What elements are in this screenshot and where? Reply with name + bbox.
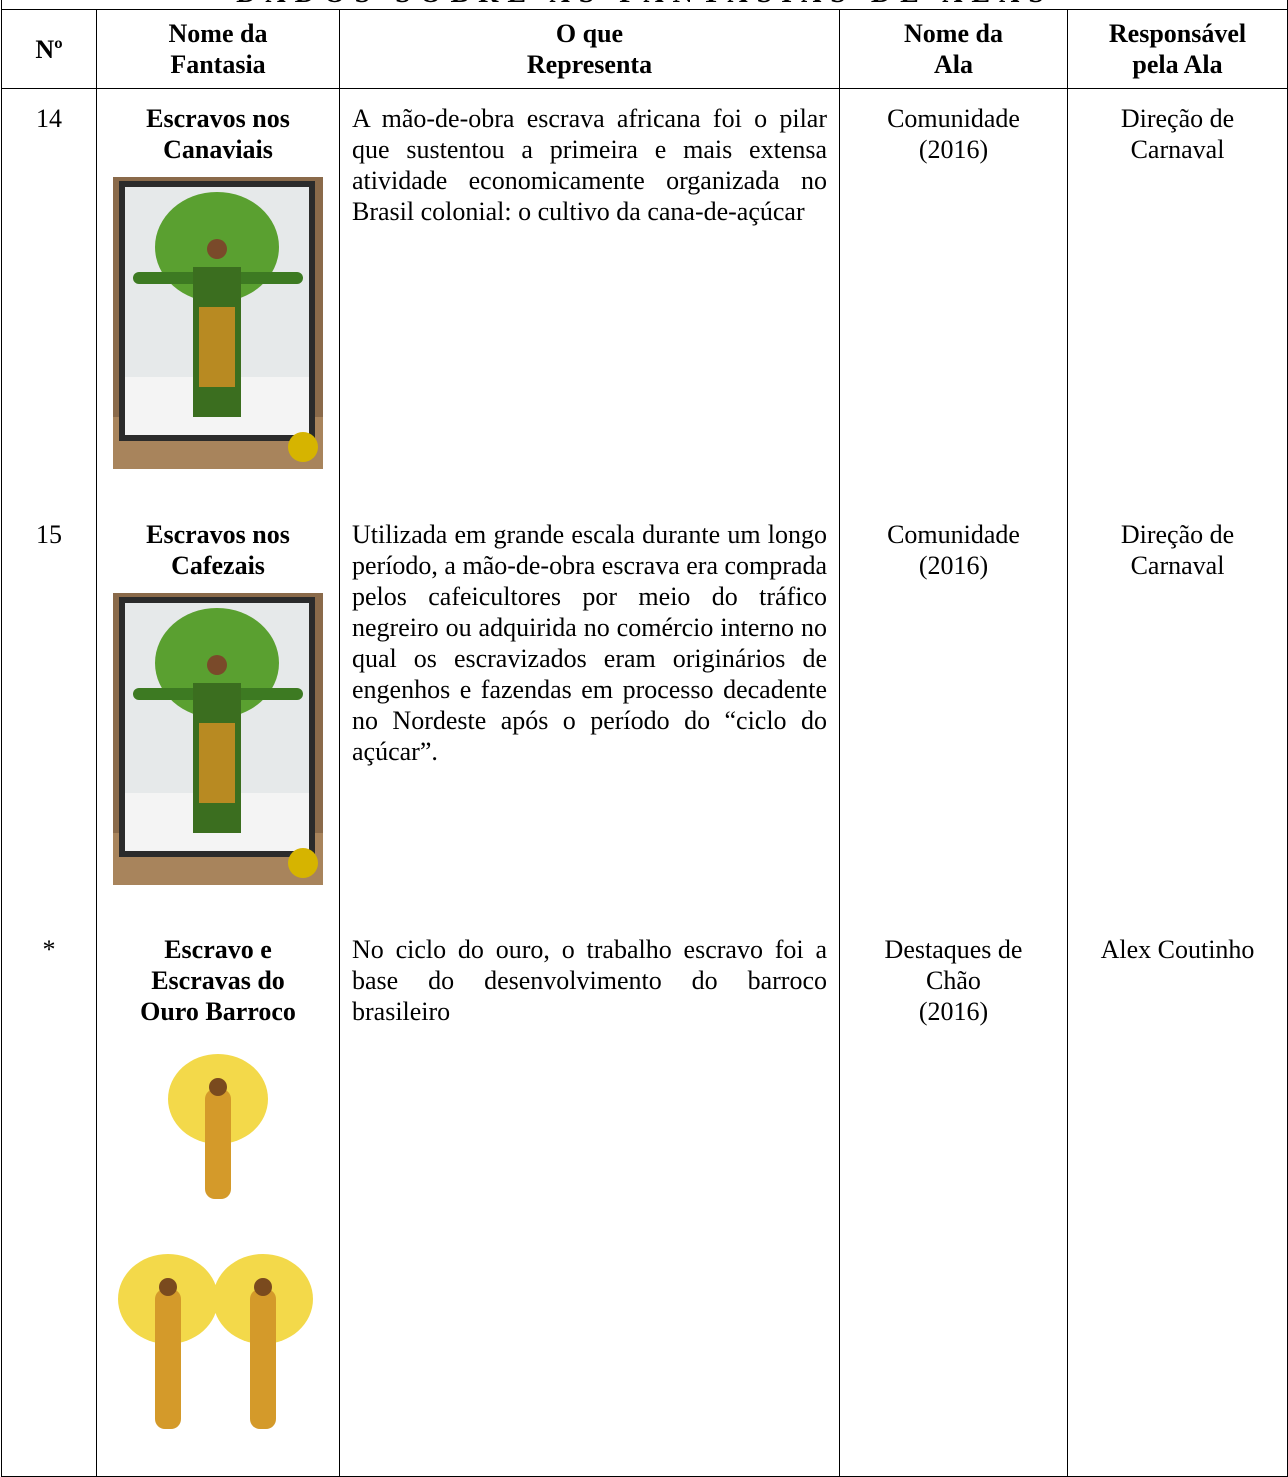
ala-name: Destaques de Chão (2016): [839, 919, 1068, 1477]
name-line: Escravas do: [151, 965, 285, 995]
description: Utilizada em grande escala durante um lo…: [339, 504, 840, 920]
header-line: pela Ala: [1132, 50, 1223, 79]
ala-name: Comunidade (2016): [839, 504, 1068, 920]
ala-line: Comunidade: [887, 104, 1020, 133]
table-row: 14 Escravos nos Canaviais A mão-de-obra es…: [1, 88, 1288, 505]
responsible: Alex Coutinho: [1066, 919, 1288, 1477]
row-number: 14: [1, 88, 97, 505]
header-line: Ala: [934, 50, 973, 79]
header-line: Representa: [526, 50, 653, 79]
column-header: Responsável pela Ala: [1066, 9, 1288, 89]
table-row: 15 Escravos nos Cafezais Utilizada em gran…: [1, 504, 1288, 920]
ala-line: (2016): [918, 550, 989, 580]
header-line: Fantasia: [170, 50, 266, 79]
description: No ciclo do ouro, o trabalho escravo foi…: [339, 919, 840, 1477]
ala-line: Destaques de: [884, 934, 1023, 964]
column-header: Nome da Fantasia: [96, 9, 340, 89]
ala-line: Comunidade: [887, 519, 1020, 549]
ala-line: Chão: [926, 965, 981, 995]
responsible: Direção de Carnaval: [1066, 88, 1288, 505]
description: A mão-de-obra escrava africana foi o pil…: [339, 88, 840, 505]
costume-image: [118, 1053, 313, 1429]
responsible: Direção de Carnaval: [1066, 504, 1288, 920]
costume-image: [113, 177, 323, 469]
responsible-line: Alex Coutinho: [1100, 934, 1255, 964]
costume-name: Escravo e Escravas do Ouro Barroco: [96, 919, 340, 1477]
column-header: Nome da Ala: [839, 9, 1068, 89]
column-header: O que Representa: [339, 9, 840, 89]
header-line: Nº: [35, 34, 63, 64]
row-number: *: [1, 919, 97, 1477]
responsible-line: Direção de: [1120, 104, 1235, 133]
column-header: Nº: [1, 9, 97, 89]
name-line: Canaviais: [163, 135, 273, 164]
table-row: * Escravo e Escravas do Ouro Barroco No cic…: [1, 919, 1288, 1477]
name-line: Escravos nos: [146, 104, 290, 133]
row-number: 15: [1, 504, 97, 920]
costume-name: Escravos nos Cafezais: [96, 504, 340, 920]
name-line: Escravo e: [164, 934, 272, 964]
ala-name: Comunidade (2016): [839, 88, 1068, 505]
costume-name: Escravos nos Canaviais: [96, 88, 340, 505]
header-line: Responsável: [1108, 19, 1247, 48]
name-line: Ouro Barroco: [140, 996, 296, 1026]
responsible-line: Carnaval: [1130, 135, 1225, 164]
name-line: Cafezais: [171, 550, 265, 580]
name-line: Escravos nos: [146, 519, 290, 549]
header-line: Nome da: [168, 19, 268, 48]
costume-image: [113, 592, 323, 885]
header-line: O que: [555, 19, 624, 48]
ala-line: (2016): [918, 996, 989, 1026]
ala-line: (2016): [918, 135, 989, 164]
header-line: Nome da: [904, 19, 1003, 48]
responsible-line: Direção de: [1120, 519, 1235, 549]
responsible-line: Carnaval: [1130, 550, 1225, 580]
table-title: DADOS SOBRE AS FANTASIAS DE ALAS: [0, 0, 1288, 10]
